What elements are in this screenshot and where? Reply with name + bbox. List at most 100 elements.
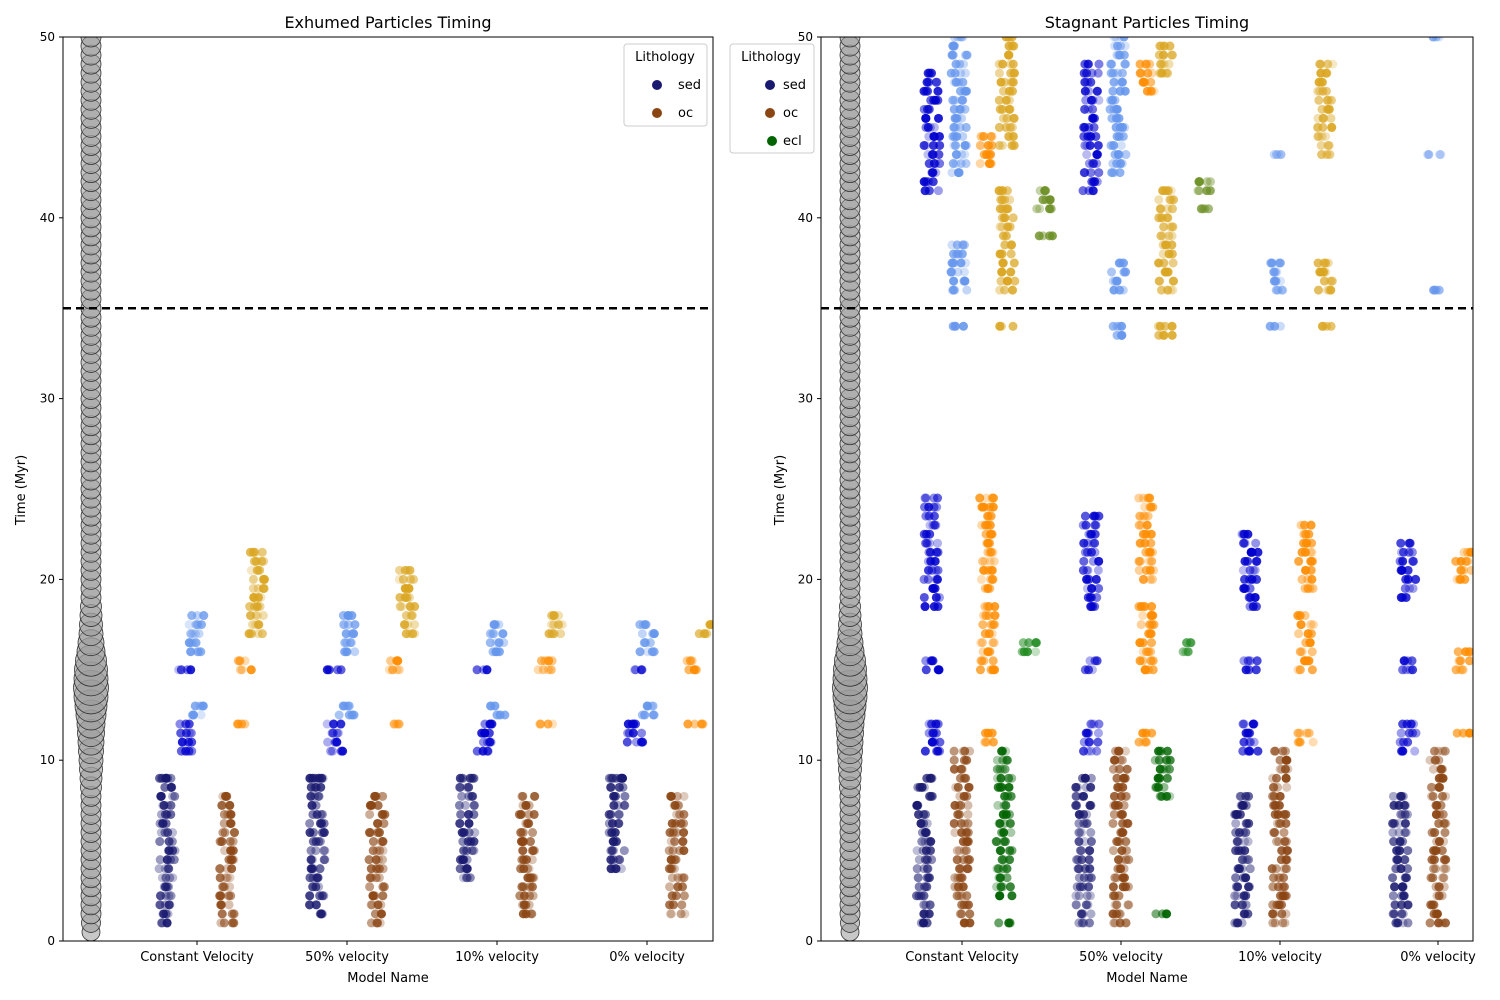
scatter-point: [1315, 59, 1325, 69]
scatter-point: [1110, 755, 1120, 765]
scatter-point: [635, 620, 645, 630]
scatter-point: [1116, 791, 1126, 801]
scatter-point: [927, 791, 937, 801]
scatter-point: [1082, 809, 1092, 819]
scatter-point: [1154, 258, 1164, 268]
scatter-point: [1439, 864, 1449, 874]
scatter-point: [168, 873, 178, 883]
scatter-point: [176, 665, 186, 675]
scatter-point: [608, 837, 618, 847]
scatter-point: [1279, 828, 1289, 838]
scatter-point: [1268, 909, 1278, 919]
scatter-point: [495, 710, 505, 720]
y-tick-label: 40: [40, 211, 55, 225]
scatter-point: [1240, 529, 1250, 539]
scatter-point: [259, 556, 269, 566]
scatter-point: [1089, 122, 1099, 132]
scatter-point: [919, 574, 929, 584]
scatter-point: [524, 809, 534, 819]
scatter-point: [1456, 556, 1466, 566]
scatter-point: [225, 800, 235, 810]
scatter-point: [338, 701, 348, 711]
scatter-point: [1274, 258, 1284, 268]
scatter-point: [1324, 140, 1334, 150]
scatter-point: [1082, 818, 1092, 828]
scatter-point: [1431, 909, 1441, 919]
scatter-point: [1429, 864, 1439, 874]
scatter-point: [217, 909, 227, 919]
scatter-point: [1397, 909, 1407, 919]
scatter-point: [518, 828, 528, 838]
scatter-point: [1001, 755, 1011, 765]
scatter-point: [649, 629, 659, 639]
scatter-point: [1432, 837, 1442, 847]
scatter-point: [680, 909, 690, 919]
scatter-point: [1000, 77, 1010, 87]
scatter-point: [614, 809, 624, 819]
scatter-point: [1082, 728, 1092, 738]
scatter-point: [975, 159, 985, 169]
scatter-point: [1080, 773, 1090, 783]
scatter-point: [246, 629, 256, 639]
scatter-point: [1463, 547, 1473, 557]
scatter-point: [1072, 800, 1082, 810]
scatter-point: [933, 86, 943, 96]
scatter-point: [1121, 150, 1131, 160]
scatter-point: [1451, 665, 1461, 675]
scatter-point: [1243, 882, 1253, 892]
scatter-point: [1389, 837, 1399, 847]
scatter-point: [1035, 204, 1045, 214]
scatter-point: [1439, 882, 1449, 892]
scatter-point: [919, 592, 929, 602]
scatter-point: [998, 204, 1008, 214]
scatter-point: [1271, 773, 1281, 783]
scatter-point: [1156, 285, 1166, 295]
scatter-point: [1001, 95, 1011, 105]
scatter-point: [1167, 321, 1177, 331]
scatter-point: [1239, 538, 1249, 548]
scatter-point: [1388, 791, 1398, 801]
scatter-point: [1002, 186, 1012, 196]
scatter-point: [962, 285, 972, 295]
scatter-point: [1279, 873, 1289, 883]
scatter-point: [959, 773, 969, 783]
scatter-point: [928, 140, 938, 150]
scatter-point: [1277, 909, 1287, 919]
scatter-point: [920, 855, 930, 865]
scatter-point: [165, 900, 175, 910]
scatter-point: [949, 37, 959, 42]
scatter-point: [459, 855, 469, 865]
scatter-point: [998, 258, 1008, 268]
scatter-point: [1003, 276, 1013, 286]
scatter-point: [518, 846, 528, 856]
scatter-point: [933, 186, 943, 196]
scatter-point: [1118, 131, 1128, 141]
scatter-point: [956, 764, 966, 774]
scatter-point: [1269, 267, 1279, 277]
scatter-point: [1085, 656, 1095, 666]
scatter-point: [1116, 140, 1126, 150]
scatter-point: [995, 818, 1005, 828]
scatter-point: [630, 665, 640, 675]
scatter-point: [236, 665, 246, 675]
scatter-point: [1085, 891, 1095, 901]
scatter-point: [181, 728, 191, 738]
scatter-point: [1252, 556, 1262, 566]
scatter-point: [960, 150, 970, 160]
scatter-point: [1146, 656, 1156, 666]
scatter-point: [1142, 520, 1152, 530]
scatter-point: [1134, 493, 1144, 503]
scatter-point: [1391, 864, 1401, 874]
scatter-point: [1395, 737, 1405, 747]
scatter-point: [958, 37, 968, 42]
scatter-point: [1117, 159, 1127, 169]
scatter-point: [554, 620, 564, 630]
scatter-point: [1269, 800, 1279, 810]
scatter-point: [1388, 818, 1398, 828]
scatter-point: [962, 50, 972, 60]
scatter-point: [394, 719, 404, 729]
scatter-point: [675, 809, 685, 819]
scatter-point: [917, 837, 927, 847]
scatter-point: [913, 873, 923, 883]
scatter-point: [1251, 538, 1261, 548]
